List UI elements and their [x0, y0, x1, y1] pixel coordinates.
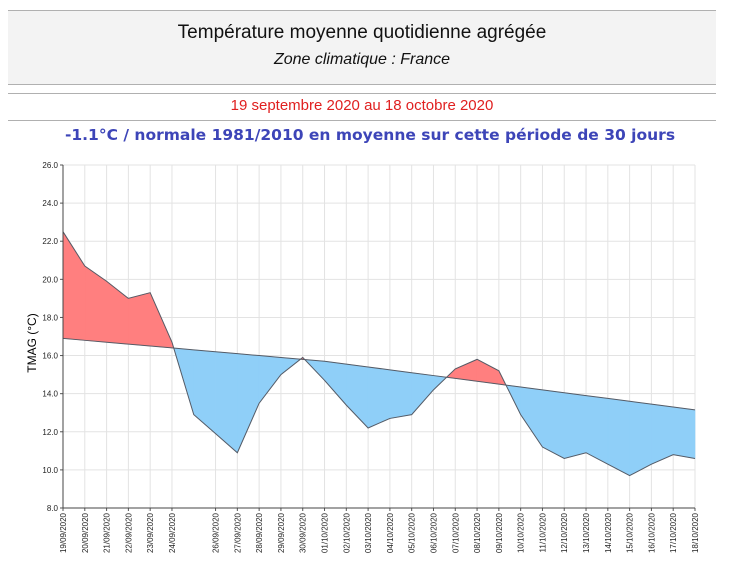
x-tick-label: 26/09/2020	[212, 512, 221, 553]
period-label: 19 septembre 2020 au 18 octobre 2020	[230, 97, 494, 114]
normal-line	[62, 337, 696, 411]
x-tick-label: 08/10/2020	[473, 512, 482, 553]
below-normal-area	[651, 403, 674, 465]
x-tick-label: 21/09/2020	[103, 512, 112, 553]
chart-axes	[60, 164, 696, 511]
x-tick-label: 13/10/2020	[582, 512, 591, 553]
x-tick-label: 20/09/2020	[81, 512, 90, 553]
x-tick-label: 11/10/2020	[538, 512, 547, 552]
x-tick-label: 06/10/2020	[429, 512, 438, 553]
period-band: 19 septembre 2020 au 18 octobre 2020	[8, 93, 716, 121]
x-tick-label: 12/10/2020	[560, 512, 569, 553]
x-tick-label: 22/09/2020	[124, 512, 133, 553]
y-tick-label: 26.0	[42, 161, 58, 170]
observed-line	[62, 231, 696, 477]
y-axis-title: TMAG (°C)	[25, 313, 39, 372]
below-normal-area	[346, 363, 369, 429]
x-tick-label: 18/10/2020	[691, 512, 700, 553]
below-normal-area	[324, 360, 347, 406]
below-normal-area	[563, 392, 587, 459]
below-normal-area	[585, 395, 609, 465]
chart-subtitle: Zone climatique : France	[273, 51, 451, 68]
y-tick-label: 8.0	[47, 504, 59, 513]
temperature-chart: 8.010.012.014.016.018.020.022.024.026.0 …	[25, 161, 700, 553]
x-tick-label: 01/10/2020	[321, 512, 330, 553]
below-normal-area	[520, 386, 543, 449]
header-panel: Température moyenne quotidienne agrégée …	[8, 10, 716, 85]
below-normal-area	[629, 400, 652, 477]
x-tick-label: 27/09/2020	[233, 512, 242, 553]
above-normal-area	[84, 265, 107, 343]
x-tick-label: 30/09/2020	[299, 512, 308, 553]
above-normal-area	[476, 358, 500, 385]
below-normal-area	[193, 349, 216, 435]
below-normal-area	[542, 389, 565, 459]
x-tick-label: 02/10/2020	[342, 512, 351, 553]
x-tick-label: 10/10/2020	[517, 512, 526, 553]
y-tick-label: 18.0	[42, 313, 58, 322]
below-normal-area	[367, 366, 391, 429]
x-tick-label: 23/09/2020	[146, 512, 155, 553]
x-tick-label: 29/09/2020	[277, 512, 286, 553]
x-tick-label: 16/10/2020	[647, 512, 656, 553]
y-tick-label: 22.0	[42, 237, 58, 246]
chart-title: Température moyenne quotidienne agrégée	[177, 22, 547, 43]
x-tick-label: 09/10/2020	[495, 512, 504, 553]
anomaly-summary: -1.1°C / normale 1981/2010 en moyenne su…	[64, 126, 676, 144]
below-normal-area	[607, 398, 630, 477]
x-tick-label: 14/10/2020	[604, 512, 613, 553]
below-normal-area	[237, 353, 260, 453]
anomaly-areas	[62, 230, 696, 477]
x-tick-labels: 19/09/2020 20/09/2020 21/09/2020 22/09/2020…	[59, 512, 700, 553]
below-normal-area	[389, 369, 412, 419]
y-tick-label: 20.0	[42, 275, 58, 284]
y-tick-label: 24.0	[42, 199, 58, 208]
series-lines	[62, 231, 696, 477]
above-normal-area	[106, 280, 129, 345]
x-tick-label: 24/09/2020	[168, 512, 177, 553]
x-tick-label: 19/09/2020	[59, 512, 68, 553]
above-normal-area	[128, 292, 151, 347]
x-tick-label: 03/10/2020	[364, 512, 373, 553]
y-tick-label: 16.0	[42, 352, 58, 361]
below-normal-area	[215, 351, 238, 454]
x-tick-label: 04/10/2020	[386, 512, 395, 553]
y-tick-label: 10.0	[42, 466, 58, 475]
x-tick-label: 07/10/2020	[451, 512, 460, 553]
below-normal-area	[672, 406, 696, 459]
y-tick-label: 12.0	[42, 428, 58, 437]
x-tick-label: 28/09/2020	[255, 512, 264, 553]
x-tick-label: 15/10/2020	[626, 512, 635, 553]
y-tick-labels: 8.0 10.0 12.0 14.0 16.0 18.0 20.0 22.0 24.0 26.0	[42, 161, 58, 513]
above-normal-area	[454, 358, 478, 382]
x-tick-label: 05/10/2020	[408, 512, 417, 553]
y-tick-label: 14.0	[42, 390, 58, 399]
x-tick-label: 17/10/2020	[669, 512, 678, 553]
